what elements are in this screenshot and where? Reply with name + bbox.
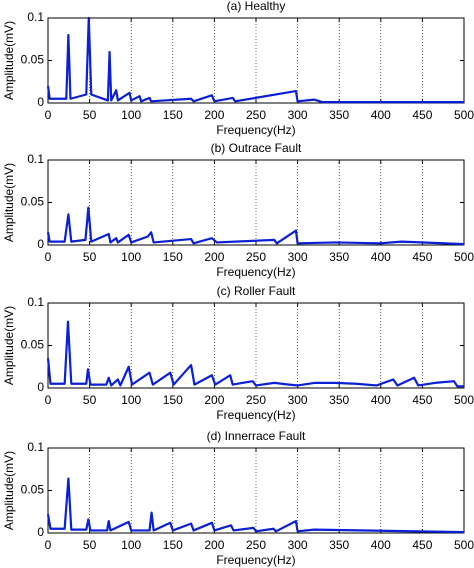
x-axis-label: Frequency(Hz) xyxy=(216,265,295,279)
y-axis-label: Amplitude(mV) xyxy=(2,306,16,385)
x-tick-label: 350 xyxy=(329,108,349,122)
x-tick-label: 400 xyxy=(371,538,391,552)
y-tick-label: 0 xyxy=(37,380,44,394)
x-tick-label: 350 xyxy=(329,538,349,552)
spectrum-line xyxy=(46,206,465,246)
x-tick-label: 500 xyxy=(454,250,474,264)
x-tick-label: 500 xyxy=(454,538,474,552)
x-tick-label: 50 xyxy=(83,250,97,264)
chart-title: (b) Outrace Fault xyxy=(211,141,302,155)
x-tick-label: 450 xyxy=(412,393,432,407)
y-tick-label: 0 xyxy=(37,95,44,109)
y-axis-label: Amplitude(mV) xyxy=(2,21,16,100)
x-tick-label: 450 xyxy=(412,538,432,552)
x-tick-label: 100 xyxy=(121,393,141,407)
x-tick-label: 350 xyxy=(329,250,349,264)
y-tick-label: 0 xyxy=(37,237,44,251)
chart-title: (c) Roller Fault xyxy=(217,284,296,298)
x-tick-label: 500 xyxy=(454,393,474,407)
x-tick-label: 50 xyxy=(83,538,97,552)
plot-frame xyxy=(47,302,465,389)
x-tick-label: 400 xyxy=(371,108,391,122)
y-axis-label: Amplitude(mV) xyxy=(2,163,16,242)
x-tick-label: 500 xyxy=(454,108,474,122)
y-tick-label: 0.05 xyxy=(21,483,45,497)
x-tick-label: 100 xyxy=(121,538,141,552)
x-tick-label: 50 xyxy=(83,393,97,407)
spectrum-line xyxy=(46,320,464,388)
x-tick-label: 350 xyxy=(329,393,349,407)
spectrum-line xyxy=(46,477,465,534)
y-tick-label: 0 xyxy=(37,525,44,539)
x-tick-label: 200 xyxy=(204,108,224,122)
spectrum-line xyxy=(46,16,464,104)
chart-title: (d) Innerrace Fault xyxy=(207,429,306,443)
chart-title: (a) Healthy xyxy=(227,0,286,13)
x-tick-label: 300 xyxy=(288,108,308,122)
x-tick-label: 150 xyxy=(163,538,183,552)
x-tick-label: 100 xyxy=(121,108,141,122)
x-tick-label: 250 xyxy=(246,108,266,122)
y-tick-label: 0.05 xyxy=(21,338,45,352)
x-tick-label: 300 xyxy=(288,538,308,552)
x-tick-label: 150 xyxy=(163,108,183,122)
y-tick-label: 0.1 xyxy=(27,440,44,454)
y-tick-label: 0.1 xyxy=(27,295,44,309)
x-tick-label: 50 xyxy=(83,108,97,122)
x-tick-label: 100 xyxy=(121,250,141,264)
x-tick-label: 400 xyxy=(371,393,391,407)
x-tick-label: 450 xyxy=(412,250,432,264)
x-tick-label: 250 xyxy=(246,538,266,552)
x-tick-label: 400 xyxy=(371,250,391,264)
x-tick-label: 300 xyxy=(288,250,308,264)
x-tick-label: 200 xyxy=(204,538,224,552)
x-axis-label: Frequency(Hz) xyxy=(216,123,295,137)
y-axis-label: Amplitude(mV) xyxy=(2,451,16,530)
plot-frame xyxy=(47,447,465,534)
x-tick-label: 150 xyxy=(163,250,183,264)
x-tick-label: 450 xyxy=(412,108,432,122)
x-tick-label: 0 xyxy=(45,393,52,407)
x-tick-label: 200 xyxy=(204,393,224,407)
x-axis-label: Frequency(Hz) xyxy=(216,553,295,567)
y-tick-label: 0.05 xyxy=(21,53,45,67)
x-tick-label: 0 xyxy=(45,108,52,122)
x-tick-label: 250 xyxy=(246,250,266,264)
plot-frame xyxy=(47,17,465,104)
x-tick-label: 0 xyxy=(45,538,52,552)
y-tick-label: 0.1 xyxy=(27,152,44,166)
x-tick-label: 300 xyxy=(288,393,308,407)
y-tick-label: 0.1 xyxy=(27,10,44,24)
y-tick-label: 0.05 xyxy=(21,195,45,209)
x-tick-label: 250 xyxy=(246,393,266,407)
plot-frame xyxy=(47,159,465,246)
x-tick-label: 150 xyxy=(163,393,183,407)
x-tick-label: 0 xyxy=(45,250,52,264)
x-tick-label: 200 xyxy=(204,250,224,264)
x-axis-label: Frequency(Hz) xyxy=(216,408,295,422)
